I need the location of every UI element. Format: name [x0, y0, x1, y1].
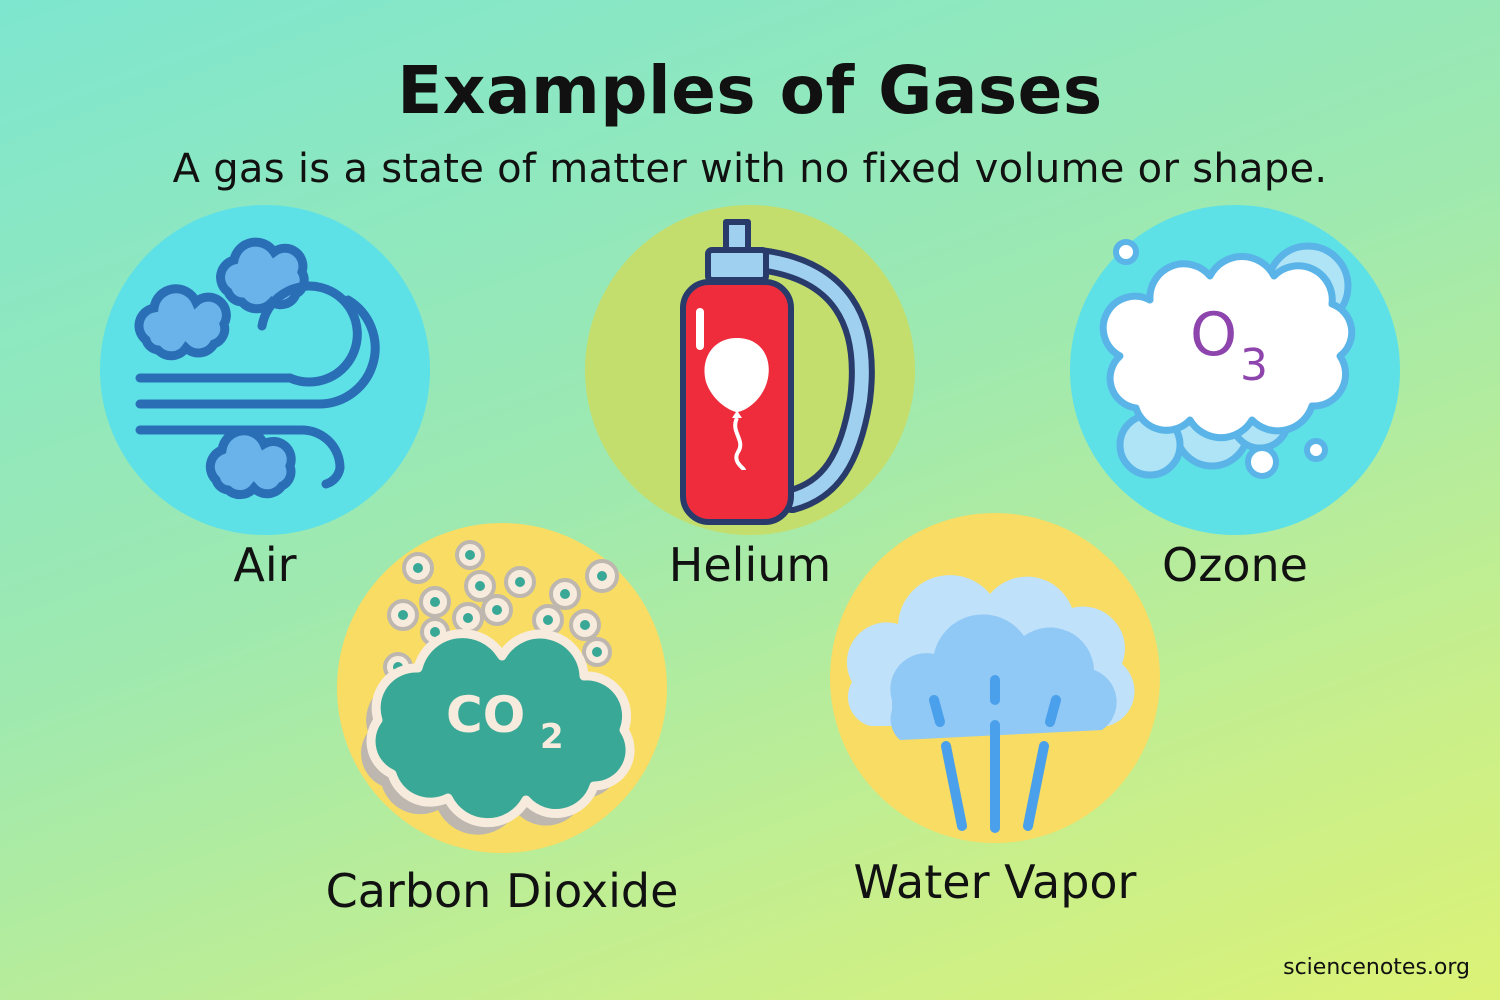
- co2-formula-sub: 2: [540, 717, 564, 757]
- label-air: Air: [233, 538, 297, 592]
- helium-tank-icon: [680, 219, 875, 525]
- page-subtitle: A gas is a state of matter with no fixed…: [172, 146, 1328, 192]
- co2-formula-main: CO: [446, 686, 525, 744]
- co2-cloud-icon: CO 2: [361, 540, 635, 835]
- ozone-cloud-icon: O 3: [1099, 239, 1356, 479]
- label-water-vapor: Water Vapor: [853, 855, 1137, 909]
- water-vapor-icon: [846, 575, 1135, 833]
- ozone-formula-o: O: [1190, 300, 1237, 370]
- page-title: Examples of Gases: [397, 52, 1103, 129]
- source-credit: sciencenotes.org: [1283, 955, 1470, 980]
- wind-clouds-icon: [134, 237, 380, 500]
- label-carbon-dioxide: Carbon Dioxide: [325, 864, 679, 918]
- ozone-formula-sub: 3: [1240, 340, 1268, 391]
- label-ozone: Ozone: [1162, 538, 1308, 592]
- label-helium: Helium: [668, 538, 832, 592]
